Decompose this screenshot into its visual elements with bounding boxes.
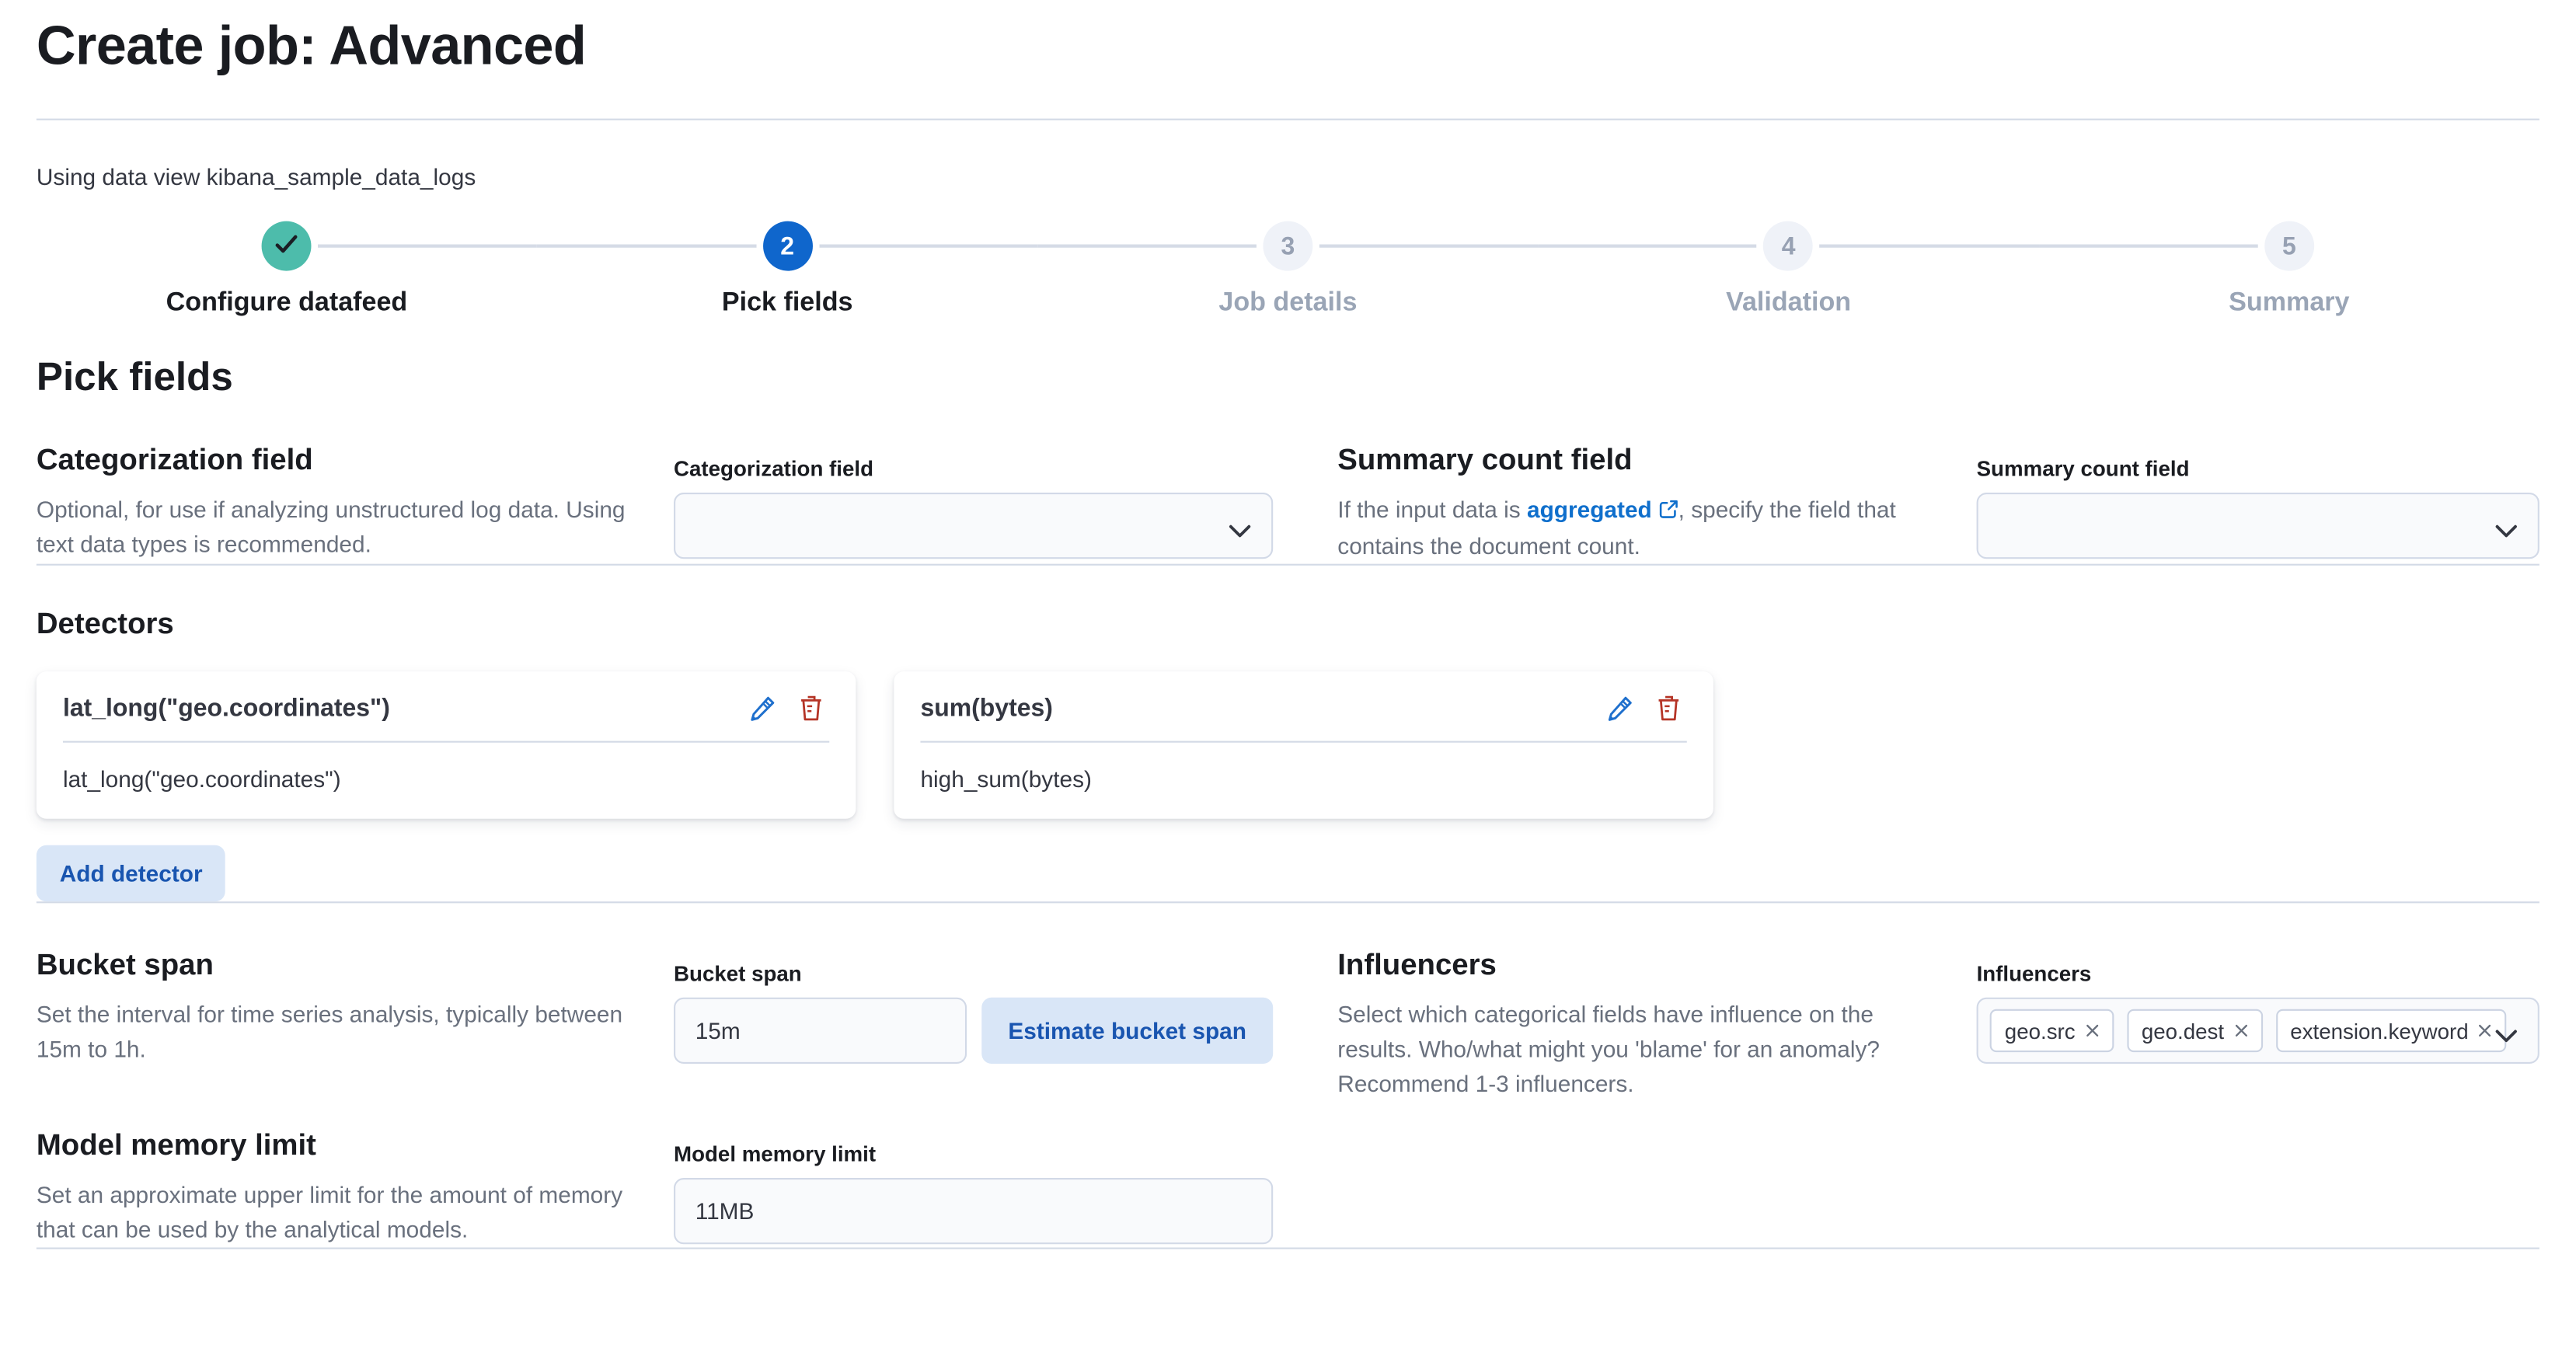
card-divider: [62, 740, 830, 743]
influencers-description-block: Influencers Select which categorical fie…: [1337, 946, 1910, 1102]
add-detector-button[interactable]: Add detector: [36, 845, 226, 902]
detector-title: sum(bytes): [920, 694, 1053, 723]
influencers-field-block: Influencers geo.src geo.dest extension.k…: [1976, 961, 2539, 1065]
bucket-span-field-block: Bucket span Estimate bucket span: [674, 961, 1274, 1065]
detector-card: lat_long("geo.coordinates") lat_long("ge…: [36, 671, 856, 819]
aggregated-link[interactable]: aggregated: [1527, 496, 1652, 523]
influencer-tag-label: extension.keyword: [2290, 1018, 2469, 1044]
delete-detector-icon[interactable]: [793, 690, 829, 727]
delete-detector-icon[interactable]: [1651, 690, 1687, 727]
step-complete-circle: [262, 221, 312, 271]
page-title: Create job: Advanced: [36, 14, 587, 76]
summary-count-description-block: Summary count field If the input data is…: [1337, 441, 1910, 564]
detector-description: lat_long("geo.coordinates"): [62, 765, 341, 793]
bucket-influencers-row: Bucket span Set the interval for time se…: [37, 946, 2539, 1102]
wizard-stepper: Configure datafeed 2 Pick fields 3 Job d…: [37, 221, 2539, 319]
summary-count-field-select[interactable]: [1976, 493, 2539, 559]
check-icon: [275, 232, 298, 260]
categorization-description-block: Categorization field Optional, for use i…: [37, 441, 636, 563]
step-number: 3: [1281, 232, 1295, 260]
edit-detector-icon[interactable]: [744, 690, 780, 727]
influencers-description: Select which categorical fields have inf…: [1337, 1001, 1880, 1097]
summary-count-field-label: Summary count field: [1976, 456, 2190, 482]
create-job-advanced-page: Create job: Advanced Using data view kib…: [0, 9, 2576, 1345]
summary-count-description-prefix: If the input data is: [1337, 496, 1528, 523]
step-validation[interactable]: 4 Validation: [1538, 221, 2040, 319]
data-view-note: Using data view kibana_sample_data_logs: [36, 163, 476, 190]
influencers-heading: Influencers: [1337, 948, 1497, 981]
model-memory-row: Model memory limit Set an approximate up…: [37, 1127, 2539, 1248]
categorization-field-block: Categorization field: [674, 456, 1274, 559]
model-memory-description-block: Model memory limit Set an approximate up…: [37, 1127, 636, 1248]
categorization-field-select[interactable]: [674, 493, 1274, 559]
chevron-down-icon: [1229, 517, 1252, 547]
step-label: Summary: [2229, 289, 2350, 318]
step-number-circle: 2: [762, 221, 813, 271]
bucket-span-field-label: Bucket span: [674, 961, 802, 987]
categorization-description: Optional, for use if analyzing unstructu…: [36, 496, 626, 558]
model-memory-field-block: Model memory limit: [674, 1141, 1274, 1245]
bucket-span-input[interactable]: [674, 998, 967, 1065]
section-divider: [36, 563, 2539, 566]
estimate-bucket-span-button[interactable]: Estimate bucket span: [981, 998, 1274, 1065]
step-pick-fields[interactable]: 2 Pick fields: [537, 221, 1039, 319]
step-label: Validation: [1726, 289, 1852, 318]
bucket-span-description: Set the interval for time series analysi…: [36, 1001, 623, 1063]
step-number-circle: 5: [2264, 221, 2314, 271]
summary-count-heading: Summary count field: [1337, 443, 1633, 476]
influencer-tag-label: geo.dest: [2141, 1018, 2225, 1044]
summary-count-description-suffix: , specify the field that contains the do…: [1337, 496, 1896, 559]
header-divider: [36, 118, 2539, 120]
model-memory-field-label: Model memory limit: [674, 1141, 877, 1167]
categorization-summary-row: Categorization field Optional, for use i…: [37, 441, 2539, 564]
categorization-heading: Categorization field: [36, 443, 313, 476]
step-number-circle: 3: [1263, 221, 1313, 271]
edit-detector-icon[interactable]: [1601, 690, 1637, 727]
influencer-tag: geo.src: [1989, 1009, 2114, 1053]
step-label: Pick fields: [721, 289, 853, 318]
step-number: 2: [780, 232, 795, 260]
detectors-heading: Detectors: [36, 607, 174, 640]
influencer-tag-label: geo.src: [2004, 1018, 2076, 1044]
pick-fields-heading: Pick fields: [36, 355, 233, 400]
detector-card: sum(bytes) high_sum(bytes): [894, 671, 1713, 819]
summary-count-description: If the input data is aggregated , specif…: [1337, 493, 1910, 564]
step-number-circle: 4: [1763, 221, 1814, 271]
section-divider: [36, 901, 2539, 904]
remove-tag-icon[interactable]: [2234, 1024, 2247, 1037]
step-label: Job details: [1218, 289, 1358, 318]
model-memory-description: Set an approximate upper limit for the a…: [36, 1181, 623, 1243]
step-summary[interactable]: 5 Summary: [2038, 221, 2539, 319]
step-number: 5: [2281, 232, 2296, 260]
summary-count-field-block: Summary count field: [1976, 456, 2539, 559]
categorization-field-label: Categorization field: [674, 456, 873, 482]
bottom-divider: [36, 1247, 2539, 1249]
influencer-tag: geo.dest: [2126, 1009, 2263, 1053]
bucket-span-heading: Bucket span: [36, 948, 214, 981]
remove-tag-icon[interactable]: [2085, 1024, 2098, 1037]
model-memory-limit-input[interactable]: [674, 1178, 1274, 1245]
bucket-span-description-block: Bucket span Set the interval for time se…: [37, 946, 636, 1068]
detector-description: high_sum(bytes): [920, 765, 1092, 793]
influencer-tag: extension.keyword: [2275, 1009, 2507, 1053]
chevron-down-icon: [2494, 1023, 2518, 1052]
chevron-down-icon: [2494, 517, 2518, 547]
remove-tag-icon[interactable]: [2478, 1024, 2491, 1037]
card-divider: [920, 740, 1687, 743]
step-label: Configure datafeed: [166, 289, 408, 318]
influencers-combo-box[interactable]: geo.src geo.dest extension.keyword: [1976, 998, 2539, 1065]
detector-title: lat_long("geo.coordinates"): [62, 694, 390, 723]
influencers-field-label: Influencers: [1976, 961, 2092, 987]
step-job-details[interactable]: 3 Job details: [1037, 221, 1539, 319]
detector-cards: lat_long("geo.coordinates") lat_long("ge…: [36, 671, 2539, 819]
external-link-icon: [1658, 494, 1678, 529]
step-configure-datafeed[interactable]: Configure datafeed: [37, 221, 538, 319]
step-number: 4: [1781, 232, 1796, 260]
model-memory-heading: Model memory limit: [36, 1128, 316, 1162]
